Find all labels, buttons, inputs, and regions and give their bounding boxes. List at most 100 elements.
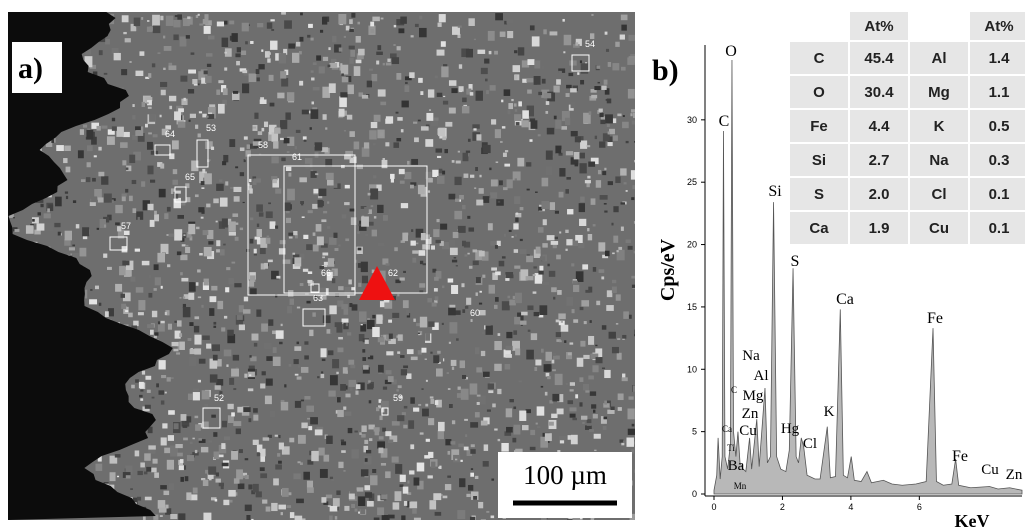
sem-grain xyxy=(632,385,635,392)
sem-grain xyxy=(561,69,565,72)
sem-grain xyxy=(436,354,444,362)
sem-grain xyxy=(273,478,279,486)
sem-grain xyxy=(549,31,558,36)
region-box xyxy=(381,407,389,416)
sem-grain xyxy=(243,159,246,163)
sem-grain xyxy=(579,163,587,174)
sem-grain xyxy=(133,151,142,161)
sem-grain xyxy=(379,415,383,421)
sem-grain xyxy=(559,231,562,234)
sem-grain xyxy=(497,438,501,442)
sem-grain xyxy=(137,216,140,221)
sem-grain xyxy=(530,120,538,129)
peak-label: O xyxy=(725,43,737,60)
sem-grain xyxy=(460,459,463,462)
sem-grain xyxy=(141,260,150,266)
sem-grain xyxy=(233,478,240,484)
sem-grain xyxy=(173,34,179,41)
y-tick-label: 30 xyxy=(687,115,697,125)
sem-grain xyxy=(160,400,165,405)
sem-grain xyxy=(539,265,544,271)
table-cell xyxy=(790,212,848,244)
sem-grain xyxy=(543,29,547,35)
sem-grain xyxy=(221,218,228,228)
sem-grain xyxy=(232,90,239,94)
sem-grain xyxy=(446,372,449,374)
sem-grain xyxy=(187,89,195,94)
sem-grain xyxy=(205,469,211,474)
sem-grain xyxy=(361,275,369,284)
sem-grain xyxy=(353,141,360,150)
sem-grain xyxy=(89,299,98,305)
sem-grain xyxy=(207,114,215,119)
sem-grain xyxy=(301,216,305,218)
sem-grain xyxy=(218,482,224,487)
sem-grain xyxy=(233,196,240,202)
sem-grain xyxy=(215,220,218,223)
region-box xyxy=(310,283,320,293)
sem-grain xyxy=(325,494,333,499)
sem-grain xyxy=(139,394,143,398)
sem-grain xyxy=(463,173,469,178)
sem-grain xyxy=(312,203,318,209)
sem-grain xyxy=(558,68,566,73)
sem-grain xyxy=(129,60,132,63)
sem-grain xyxy=(227,334,236,344)
sem-grain xyxy=(551,287,557,293)
sem-grain xyxy=(514,234,517,237)
sem-grain xyxy=(197,13,200,16)
sem-grain xyxy=(498,180,503,186)
sem-grain xyxy=(221,443,226,450)
sem-grain xyxy=(153,288,157,291)
sem-grain xyxy=(126,165,132,172)
sem-grain xyxy=(591,13,594,16)
sem-grain xyxy=(555,332,561,338)
sem-grain xyxy=(201,187,205,189)
sem-grain xyxy=(244,504,252,512)
sem-grain xyxy=(595,357,603,364)
sem-grain xyxy=(366,500,374,507)
sem-grain xyxy=(307,34,311,38)
sem-grain xyxy=(166,206,171,212)
cell-text: 0.5 xyxy=(989,118,1010,135)
sem-grain xyxy=(170,377,174,380)
sem-grain xyxy=(201,390,210,400)
sem-grain xyxy=(514,74,518,80)
sem-grain xyxy=(348,493,355,500)
sem-grain xyxy=(233,421,242,427)
sem-grain xyxy=(158,390,165,395)
sem-grain xyxy=(136,130,141,135)
sem-grain xyxy=(349,156,357,164)
sem-grain xyxy=(616,352,622,360)
sem-grain xyxy=(117,226,122,232)
sem-grain xyxy=(507,110,511,115)
sem-grain xyxy=(448,404,453,408)
sem-grain xyxy=(56,145,64,152)
sem-grain xyxy=(403,365,409,369)
sem-grain xyxy=(465,377,468,380)
peak-label: Cl xyxy=(803,436,817,452)
sem-grain xyxy=(198,111,203,114)
sem-grain xyxy=(121,193,127,197)
sem-grain xyxy=(231,368,239,377)
sem-grain xyxy=(461,106,470,114)
sem-grain xyxy=(473,128,477,131)
sem-grain xyxy=(531,36,540,47)
sem-grain xyxy=(577,72,580,75)
sem-grain xyxy=(252,439,259,445)
sem-grain xyxy=(588,375,594,380)
sem-grain xyxy=(142,516,146,520)
sem-grain xyxy=(250,356,257,362)
sem-grain xyxy=(634,141,635,143)
sem-grain xyxy=(422,408,429,417)
sem-grain xyxy=(134,450,140,457)
sem-grain xyxy=(299,80,304,86)
sem-grain xyxy=(99,219,106,229)
sem-grain xyxy=(621,377,628,382)
table-cell xyxy=(790,110,848,142)
sem-grain xyxy=(147,324,154,329)
x-tick-label: 6 xyxy=(917,502,922,512)
sem-grain xyxy=(369,130,377,140)
sem-grain xyxy=(328,47,331,51)
sem-grain xyxy=(397,415,405,422)
